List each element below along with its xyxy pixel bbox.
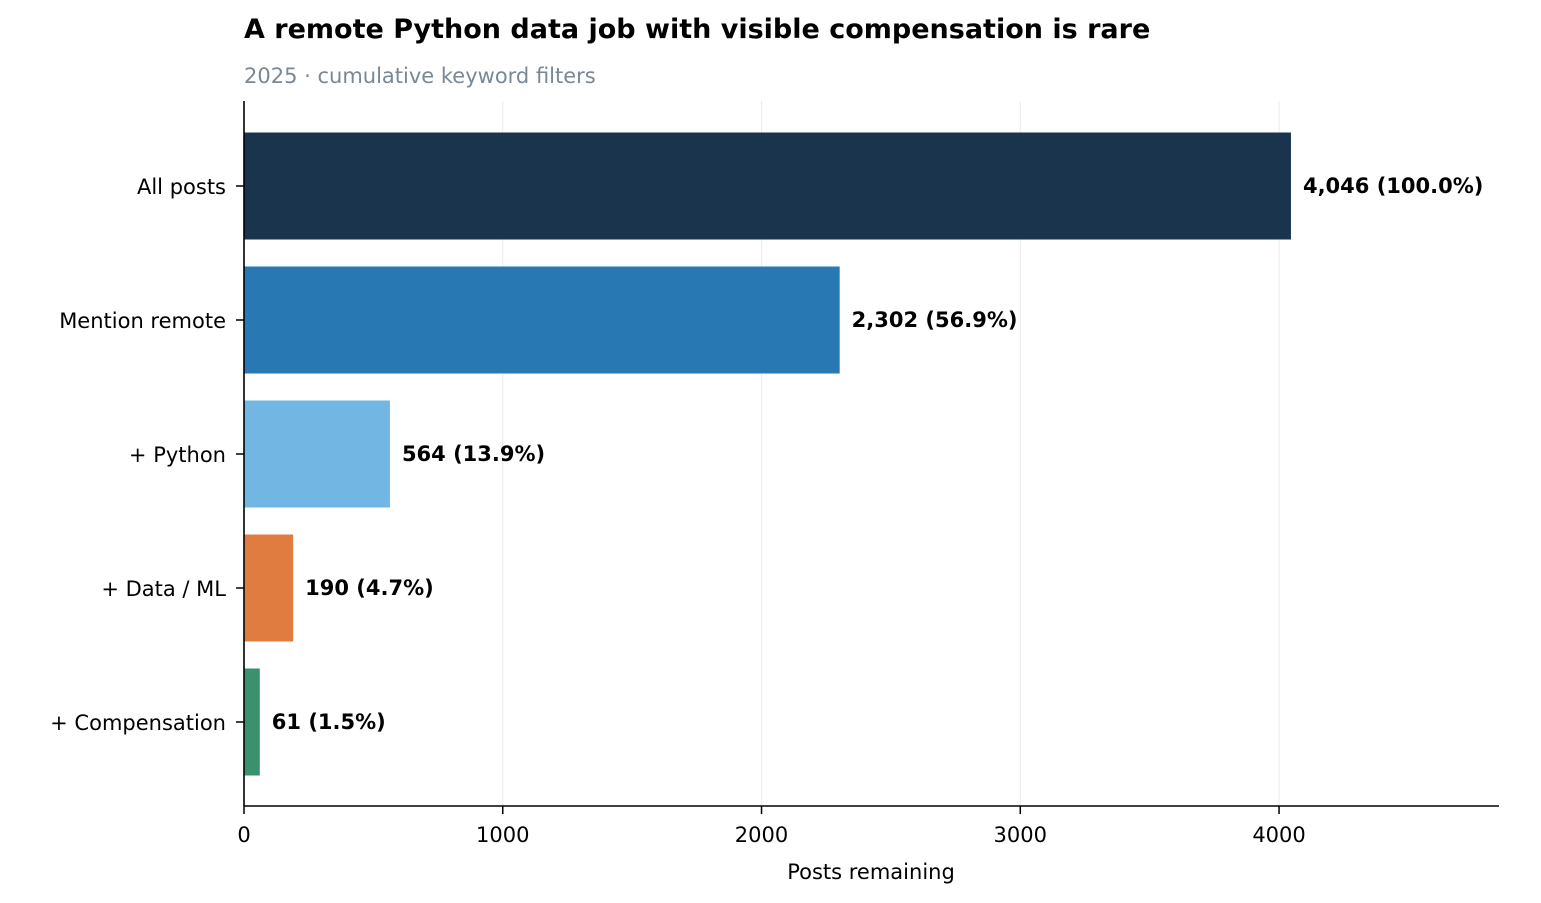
x-tick-label-2: 2000 bbox=[735, 823, 788, 847]
bar-value-label-2: 564 (13.9%) bbox=[402, 442, 545, 466]
x-axis-title: Posts remaining bbox=[787, 860, 955, 884]
bar-2 bbox=[244, 400, 390, 508]
y-tick-label-3: + Data / ML bbox=[101, 577, 226, 601]
bar-3 bbox=[244, 534, 294, 642]
bar-value-label-4: 61 (1.5%) bbox=[272, 710, 386, 734]
bar-4 bbox=[244, 668, 260, 776]
bar-value-label-1: 2,302 (56.9%) bbox=[852, 308, 1018, 332]
chart-subtitle: 2025 · cumulative keyword filters bbox=[244, 64, 596, 88]
labels: 4,046 (100.0%) All posts 2,302 (56.9%) Ment… bbox=[50, 174, 1483, 847]
bar-1 bbox=[244, 266, 840, 374]
bar-value-label-0: 4,046 (100.0%) bbox=[1303, 174, 1483, 198]
y-tick-label-2: + Python bbox=[129, 443, 226, 467]
x-tick-label-0: 0 bbox=[237, 823, 250, 847]
bar-value-label-3: 190 (4.7%) bbox=[305, 576, 434, 600]
bar-0 bbox=[244, 132, 1291, 240]
bars bbox=[244, 132, 1291, 776]
x-tick-label-3: 3000 bbox=[994, 823, 1047, 847]
y-tick-label-4: + Compensation bbox=[50, 711, 226, 735]
chart-title: A remote Python data job with visible co… bbox=[244, 14, 1151, 45]
x-tick-label-4: 4000 bbox=[1252, 823, 1305, 847]
axes bbox=[236, 101, 1499, 814]
x-tick-label-1: 1000 bbox=[476, 823, 529, 847]
y-tick-label-0: All posts bbox=[137, 175, 226, 199]
y-tick-label-1: Mention remote bbox=[59, 309, 226, 333]
